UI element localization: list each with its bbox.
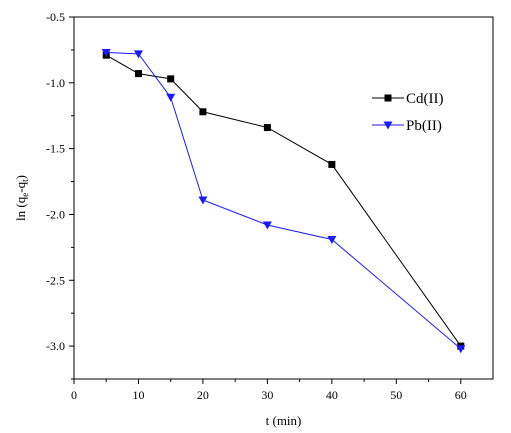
x-axis-label: t (min) (266, 413, 302, 428)
data-point (262, 221, 272, 230)
x-tick-label: 10 (132, 388, 144, 402)
data-point (134, 70, 142, 78)
legend: Cd(II) Pb(II) (372, 91, 444, 134)
legend-marker (384, 94, 392, 102)
y-tick-label: -3.0 (46, 339, 65, 353)
data-point (101, 49, 111, 58)
legend-item: Pb(II) (372, 118, 442, 134)
x-tick-label: 50 (390, 388, 402, 402)
y-tick-label: -2.0 (46, 207, 65, 221)
y-axis-label: ln (qe-qt) (13, 175, 30, 221)
legend-label: Pb(II) (406, 118, 442, 134)
data-point (198, 196, 208, 205)
axes: 0 10 20 30 40 50 60 -0.5 -1.0 -1.5 -2.0 -2.5 -3.0 (46, 10, 494, 402)
data-point (327, 235, 337, 244)
data-point (328, 160, 336, 168)
data-point (199, 108, 207, 116)
y-tick-label: -1.0 (46, 76, 65, 90)
x-tick-label: 20 (197, 388, 209, 402)
legend-marker (383, 121, 393, 130)
data-point (167, 75, 175, 83)
x-tick-label: 0 (71, 388, 77, 402)
data-point (166, 93, 176, 102)
data-point (133, 50, 143, 59)
y-tick-label: -1.5 (46, 142, 65, 156)
x-tick-label: 60 (455, 388, 467, 402)
plot-frame (73, 16, 494, 380)
y-tick-label: -0.5 (46, 10, 65, 24)
legend-item: Cd(II) (372, 91, 444, 107)
x-tick-label: 30 (261, 388, 273, 402)
series-1 (101, 49, 466, 354)
data-point (263, 124, 271, 132)
legend-label: Cd(II) (406, 91, 444, 107)
series-layer (101, 49, 466, 354)
data-point (456, 345, 466, 354)
x-tick-label: 40 (326, 388, 338, 402)
y-tick-label: -2.5 (46, 273, 65, 287)
